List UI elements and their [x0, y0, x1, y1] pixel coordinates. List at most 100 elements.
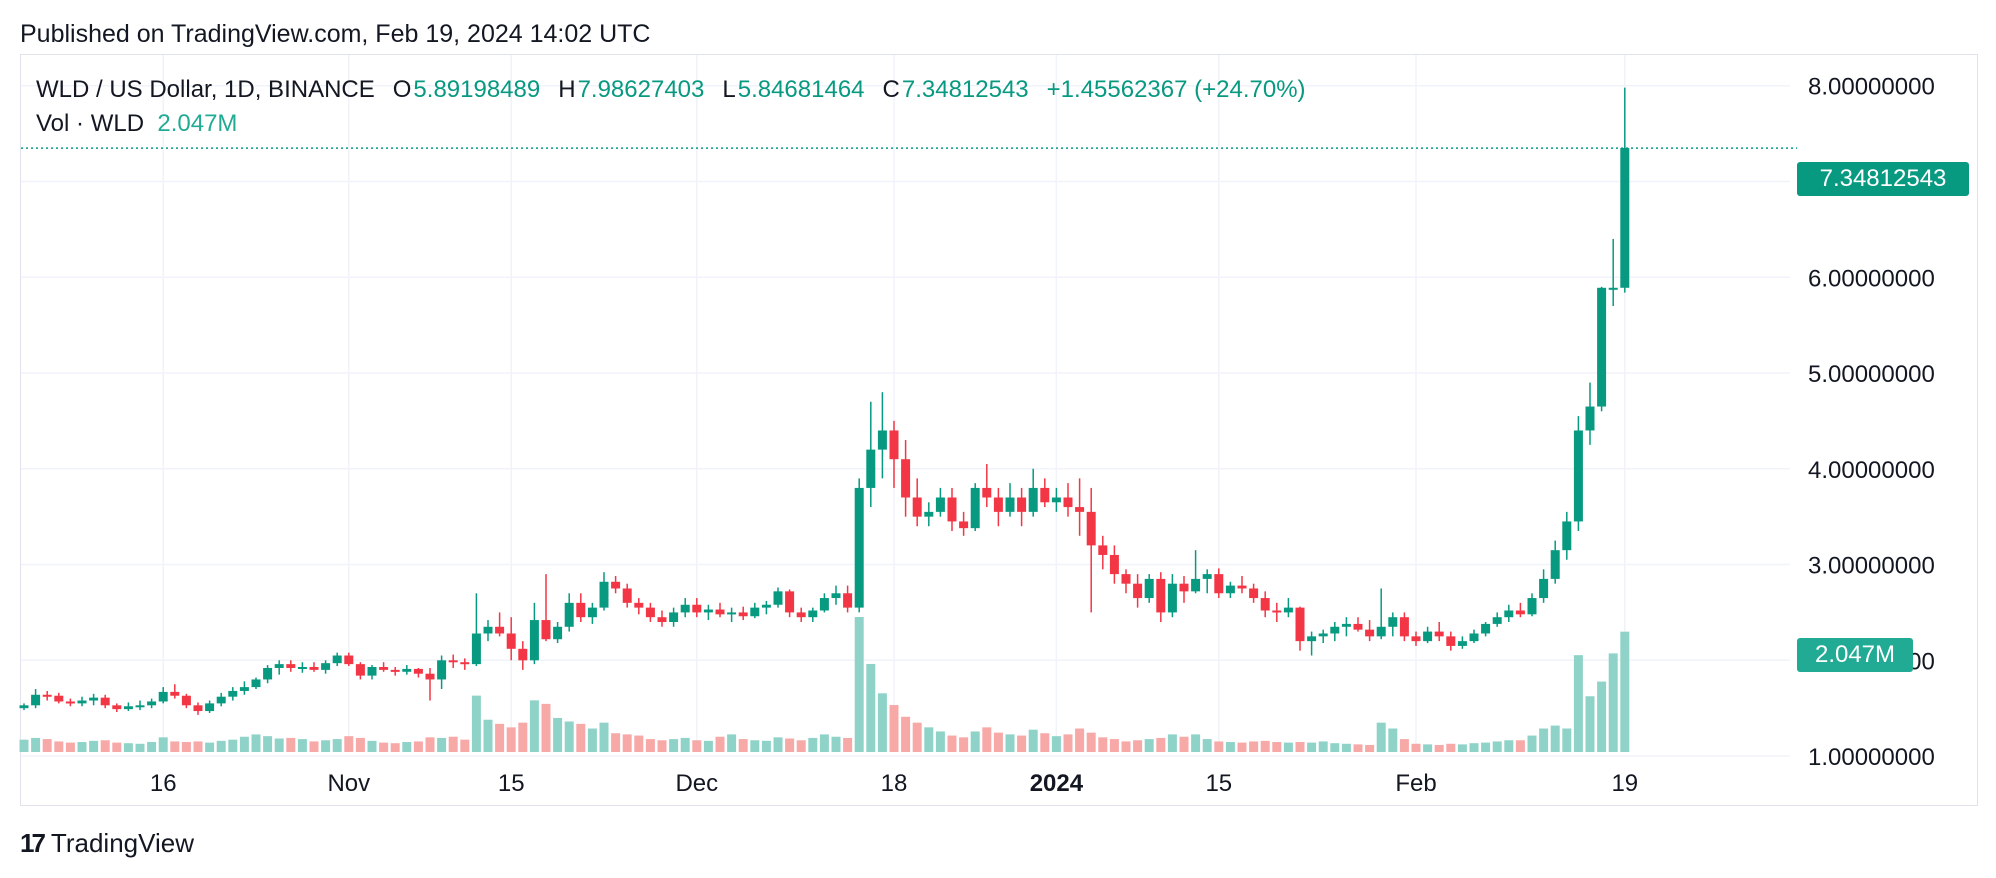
volume-bar	[831, 736, 841, 752]
candle-body	[135, 705, 145, 708]
candle-body	[205, 703, 215, 712]
candle-body	[355, 664, 365, 676]
candle-body	[1423, 631, 1433, 642]
candle-body	[611, 581, 621, 589]
candle-body	[935, 497, 945, 512]
volume-bar	[692, 740, 702, 752]
candle-body	[808, 610, 818, 618]
volume-bar	[263, 736, 273, 752]
candle-body	[413, 668, 423, 674]
volume-bar	[321, 740, 331, 752]
candle-body	[541, 620, 551, 640]
volume-bar	[205, 742, 215, 752]
candle-body	[924, 511, 934, 517]
volume-bar	[541, 703, 551, 752]
volume-bar	[901, 716, 911, 752]
candle-body	[564, 602, 574, 627]
candle-body	[1191, 578, 1201, 592]
y-tick-label: 5.00000000	[1808, 361, 1935, 388]
volume-bar	[1411, 743, 1421, 752]
candle-body	[1457, 641, 1467, 646]
volume-bar	[1040, 733, 1050, 752]
candle-body	[1121, 574, 1131, 584]
volume-bar	[553, 717, 563, 752]
candle-body	[1446, 636, 1456, 646]
candle-body	[1028, 487, 1038, 512]
volume-bar	[587, 728, 597, 752]
volume-bar	[877, 693, 887, 752]
volume-bar	[89, 740, 99, 752]
volume-bar	[1272, 742, 1282, 752]
candle-body	[877, 430, 887, 450]
volume-bar	[1527, 735, 1537, 752]
volume-bar	[1388, 728, 1398, 752]
tradingview-logo[interactable]: 17 TradingView	[20, 828, 194, 859]
volume-bar	[645, 739, 655, 752]
volume-bar	[1573, 655, 1583, 752]
last-price-tag: 7.34812543	[1797, 162, 1969, 196]
volume-bar	[1330, 743, 1340, 752]
candle-body	[321, 663, 331, 670]
candle-body	[1086, 511, 1096, 546]
volume-bar	[1156, 737, 1166, 752]
volume-bar	[993, 732, 1003, 752]
legend-close-value: 7.34812543	[901, 76, 1029, 103]
volume-bar	[1237, 742, 1247, 752]
candle-body	[680, 604, 690, 613]
volume-bar	[286, 737, 296, 752]
volume-bar	[1550, 725, 1560, 752]
volume-bar	[1167, 734, 1177, 752]
volume-bar	[448, 736, 458, 752]
candle-body	[1098, 545, 1108, 555]
volume-bar	[344, 736, 354, 752]
volume-bar	[1562, 728, 1572, 752]
candle-body	[657, 617, 667, 622]
legend-close-label: C	[882, 76, 900, 103]
volume-label: Vol · WLD	[36, 110, 145, 137]
volume-bar	[808, 737, 818, 752]
volume-bar	[1376, 722, 1386, 752]
volume-bar	[54, 741, 64, 752]
candle-body	[1167, 583, 1177, 613]
volume-bar	[123, 743, 133, 752]
candle-body	[1237, 585, 1247, 589]
candle-body	[344, 655, 354, 665]
candle-body	[599, 581, 609, 608]
candle-body	[390, 669, 400, 672]
volume-bar	[518, 722, 528, 752]
volume-bar	[170, 741, 180, 752]
volume-bar	[924, 727, 934, 752]
volume-bar	[947, 735, 957, 752]
candle-body	[367, 667, 377, 676]
volume-bar	[773, 737, 783, 752]
volume-bar	[367, 740, 377, 752]
candle-body	[843, 593, 853, 608]
volume-bar	[1109, 739, 1119, 752]
candle-body	[1585, 406, 1595, 431]
x-tick-label: Dec	[675, 770, 718, 797]
volume-bar	[1295, 742, 1305, 752]
volume-bar	[506, 727, 516, 752]
volume-bar	[796, 740, 806, 752]
volume-bar	[309, 741, 319, 752]
candle-body	[1272, 610, 1282, 613]
volume-bar	[437, 737, 447, 752]
candle-body	[703, 609, 713, 613]
volume-bar	[1063, 734, 1073, 752]
volume-bar	[1225, 742, 1235, 752]
candle-body	[483, 626, 493, 634]
candle-body	[506, 633, 516, 649]
volume-bar	[1017, 735, 1027, 752]
x-tick-label: 18	[881, 770, 908, 797]
volume-bar	[715, 736, 725, 752]
volume-bar	[657, 740, 667, 752]
candle-body	[1469, 633, 1479, 642]
legend-low-value: 5.84681464	[737, 76, 865, 103]
candle-body	[1179, 583, 1189, 592]
candle-body	[1156, 578, 1166, 613]
volume-bar	[854, 617, 864, 752]
x-tick-label: 15	[498, 770, 525, 797]
legend-open-value: 5.89198489	[413, 76, 541, 103]
candle-body	[727, 612, 737, 615]
